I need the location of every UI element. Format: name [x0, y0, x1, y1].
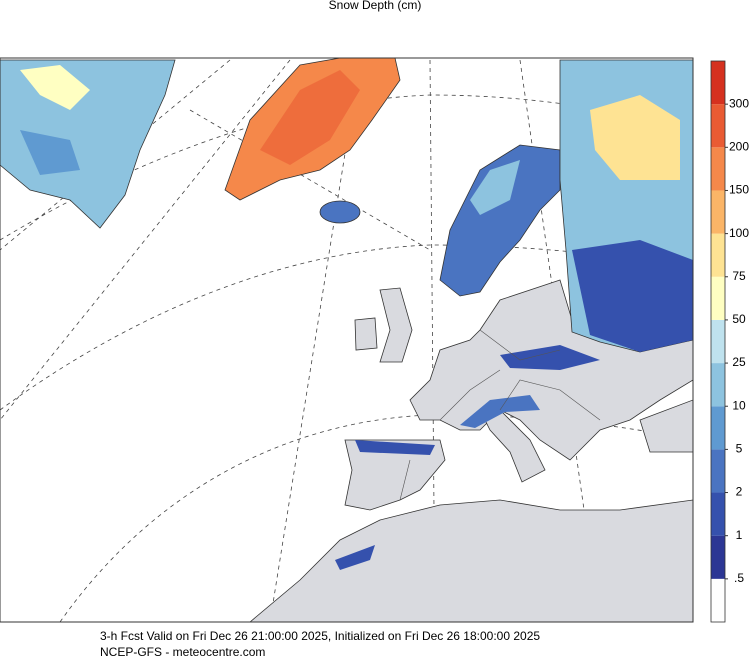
footer-source: NCEP-GFS - meteocentre.com	[100, 645, 265, 659]
colorbar-swatch	[711, 406, 725, 450]
colorbar-label: 2	[736, 485, 743, 499]
colorbar-swatch	[711, 233, 725, 277]
scandinavia-snow-deep	[470, 160, 520, 215]
canada-snow-shallow	[20, 130, 80, 175]
colorbar-label: 150	[729, 183, 749, 197]
canada-snow-deep	[20, 65, 90, 110]
colorbar-label: 1	[736, 528, 743, 542]
colorbar-swatch	[711, 492, 725, 536]
iberia-snow	[355, 440, 435, 455]
italy	[479, 409, 546, 483]
turkey	[639, 399, 693, 453]
colorbar-swatch	[711, 190, 725, 234]
colorbar-label: .5	[734, 571, 744, 585]
colorbar-swatch	[711, 363, 725, 407]
colorbar-swatch	[711, 61, 725, 105]
colorbar-label: 10	[732, 398, 746, 412]
colorbar-label: 25	[732, 355, 746, 369]
canada-snow	[0, 59, 176, 229]
colorbar-swatch	[711, 276, 725, 320]
footer-valid: 3-h Fcst Valid on Fri Dec 26 21:00:00 20…	[100, 629, 540, 643]
russia-snow-shallow	[572, 240, 693, 352]
greenland-deep	[260, 70, 360, 165]
colorbar-swatch	[711, 319, 725, 364]
scandinavia-snow	[439, 144, 561, 297]
colorbar-label: 200	[729, 139, 749, 153]
britain	[379, 287, 413, 363]
colorbar-frame	[710, 60, 726, 623]
iceland	[319, 200, 361, 224]
colorbar-swatch	[711, 578, 725, 622]
ireland	[354, 317, 378, 351]
atlas-snow	[335, 545, 375, 570]
colorbar-swatch	[711, 449, 725, 493]
africa	[249, 499, 693, 622]
russia-snow-deep	[590, 95, 680, 180]
colorbar-swatch	[711, 104, 725, 148]
colorbar-swatch	[711, 535, 725, 579]
colorbar-label: 100	[729, 226, 749, 240]
colorbar-label: 75	[732, 269, 746, 283]
map-title: Snow Depth (cm)	[329, 0, 422, 12]
colorbar-label: 50	[732, 312, 746, 326]
central-snow	[500, 345, 600, 370]
alps-snow	[460, 395, 540, 428]
colorbar-swatch	[711, 147, 725, 191]
map-frame	[0, 57, 694, 623]
colorbar-label: 300	[729, 96, 749, 110]
map	[0, 57, 694, 623]
colorbar-label: 5	[736, 442, 743, 456]
